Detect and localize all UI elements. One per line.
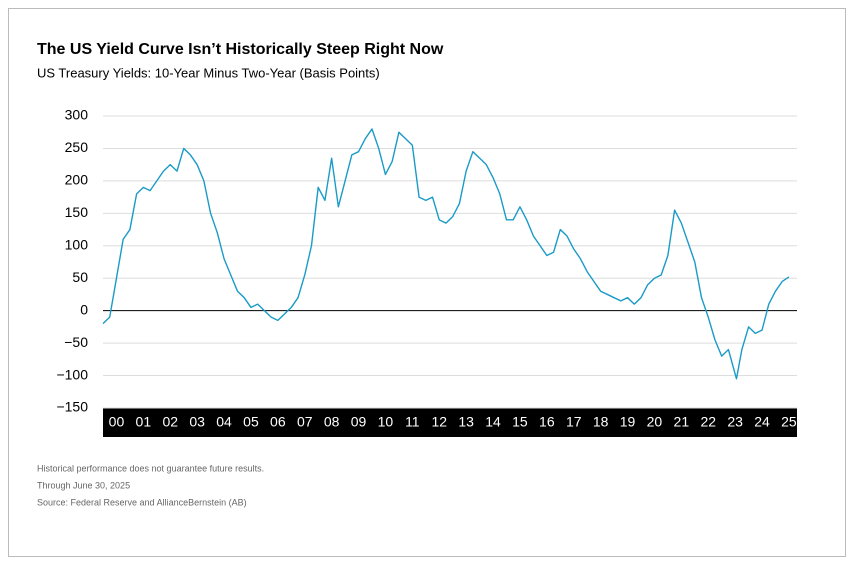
y-tick-label: −150 bbox=[56, 399, 88, 415]
x-tick-label: 17 bbox=[566, 414, 582, 430]
x-tick-label: 21 bbox=[674, 414, 690, 430]
x-tick-label: 02 bbox=[162, 414, 178, 430]
x-tick-label: 18 bbox=[593, 414, 609, 430]
y-tick-label: 150 bbox=[65, 204, 89, 220]
note: Source: Federal Reserve and AllianceBern… bbox=[37, 497, 247, 507]
x-tick-label: 00 bbox=[109, 414, 125, 430]
x-tick-label: 03 bbox=[189, 414, 205, 430]
y-tick-label: −100 bbox=[56, 366, 88, 382]
chart-subtitle: US Treasury Yields: 10-Year Minus Two-Ye… bbox=[37, 65, 380, 80]
x-axis-band bbox=[103, 408, 797, 437]
data-line bbox=[102, 128, 790, 380]
x-tick-label: 07 bbox=[297, 414, 313, 430]
note: Through June 30, 2025 bbox=[37, 480, 130, 490]
x-tick-label: 13 bbox=[458, 414, 474, 430]
note: Historical performance does not guarante… bbox=[37, 463, 264, 473]
x-tick-label: 24 bbox=[754, 414, 770, 430]
chart-title: The US Yield Curve Isn’t Historically St… bbox=[37, 41, 444, 58]
y-tick-label: 300 bbox=[65, 107, 89, 123]
x-tick-label: 04 bbox=[216, 414, 232, 430]
x-tick-label: 09 bbox=[351, 414, 367, 430]
x-tick-label: 10 bbox=[378, 414, 394, 430]
x-tick-label: 22 bbox=[700, 414, 716, 430]
y-tick-label: 0 bbox=[80, 301, 88, 317]
y-tick-label: 200 bbox=[65, 172, 89, 188]
x-tick-label: 05 bbox=[243, 414, 259, 430]
x-tick-label: 08 bbox=[324, 414, 340, 430]
x-tick-label: 23 bbox=[727, 414, 743, 430]
y-tick-label: −50 bbox=[64, 334, 88, 350]
frame bbox=[8, 8, 846, 557]
x-tick-label: 19 bbox=[620, 414, 636, 430]
x-tick-label: 15 bbox=[512, 414, 528, 430]
x-tick-label: 25 bbox=[781, 414, 797, 430]
x-tick-label: 11 bbox=[405, 414, 420, 430]
y-tick-label: 100 bbox=[65, 236, 89, 252]
x-tick-label: 01 bbox=[136, 414, 152, 430]
x-tick-label: 14 bbox=[485, 414, 501, 430]
y-tick-label: 50 bbox=[72, 269, 88, 285]
x-tick-label: 12 bbox=[431, 414, 447, 430]
y-tick-label: 250 bbox=[65, 139, 89, 155]
x-tick-label: 16 bbox=[539, 414, 555, 430]
x-tick-label: 06 bbox=[270, 414, 286, 430]
x-tick-label: 20 bbox=[647, 414, 663, 430]
